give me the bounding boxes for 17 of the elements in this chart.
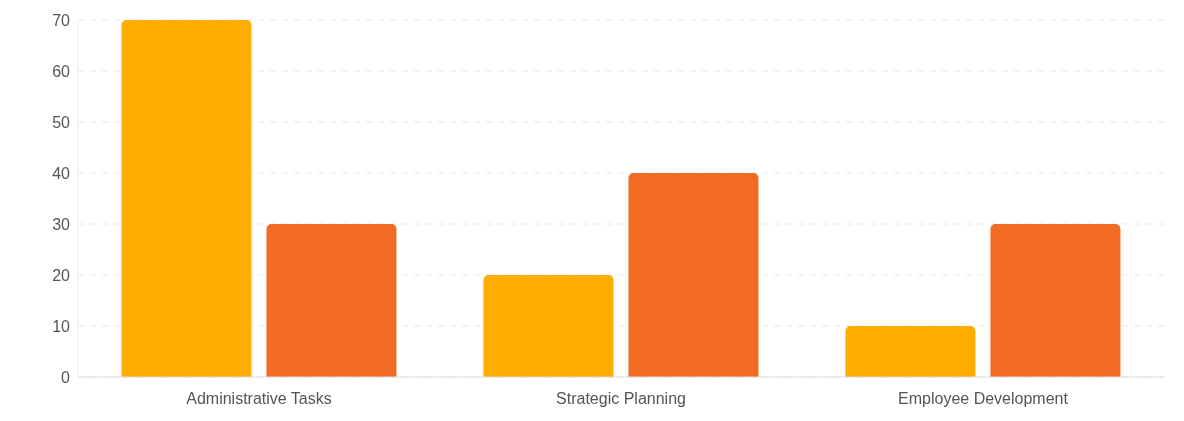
bar	[845, 326, 976, 377]
x-tick-label: Employee Development	[898, 390, 1069, 408]
bar	[121, 20, 252, 377]
y-tick-label: 10	[52, 317, 71, 335]
y-tick-label: 40	[52, 164, 71, 182]
y-tick-label: 30	[52, 215, 71, 233]
x-tick-label: Administrative Tasks	[186, 390, 332, 408]
y-tick-label: 50	[52, 113, 71, 131]
y-tick-label: 60	[52, 62, 71, 80]
bar	[483, 275, 614, 377]
y-tick-label: 20	[52, 266, 71, 284]
bar	[628, 173, 759, 377]
bar	[266, 224, 397, 377]
y-tick-label: 70	[52, 11, 71, 29]
bar	[990, 224, 1121, 377]
y-tick-label: 0	[61, 368, 71, 386]
x-tick-label: Strategic Planning	[556, 390, 686, 408]
